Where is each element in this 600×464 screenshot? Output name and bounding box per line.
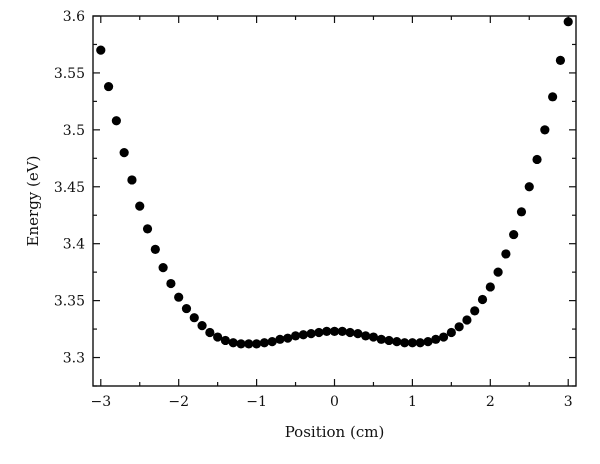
data-point [392,337,402,347]
data-point [236,339,246,349]
data-point [532,154,542,165]
y-tick-label: 3.6 [63,9,85,25]
data-point [298,330,308,340]
data-point [220,335,231,346]
data-point [283,333,293,343]
x-axis-title: Position (cm) [285,423,385,441]
data-point [142,224,153,234]
data-point [361,331,371,341]
y-tick-label: 3.3 [63,351,85,367]
data-point [431,334,441,344]
data-point [127,175,137,185]
data-point [119,148,129,158]
data-point [438,332,449,342]
data-point [376,334,386,344]
data-point [251,339,262,349]
data-point [415,338,425,348]
x-tick-label: −3 [90,394,111,410]
data-point [493,267,503,277]
ticks-group: −3 −2 −1 0 1 2 3 3.3 3.35 3.4 3.45 3.5 3.55 3.6 [54,9,576,410]
data-point [368,332,379,342]
data-point [516,207,527,217]
data-point [290,331,301,341]
data-point [329,326,340,336]
data-point [462,315,472,325]
data-point [189,313,199,323]
data-point [423,337,433,347]
data-point [407,338,418,348]
data-point [384,335,394,346]
data-point [150,244,160,254]
x-tick-label: 2 [486,394,495,410]
data-point [524,182,534,192]
data-point [96,45,106,55]
data-point [314,327,324,338]
data-point [540,125,550,135]
data-point [197,321,207,331]
data-point [306,329,316,339]
x-tick-label: 1 [408,394,417,410]
y-tick-label: 3.4 [63,237,85,253]
data-point [244,339,254,349]
data-point [213,332,223,342]
data-point [454,322,464,332]
data-point [509,229,519,240]
data-point [477,294,488,305]
data-point [181,303,192,314]
data-point [158,263,168,273]
data-point [259,338,269,348]
x-tick-label: 0 [330,394,339,410]
data-point [337,326,347,336]
data-point [322,326,332,336]
data-point [563,17,573,27]
data-point [135,201,145,211]
data-point [353,329,363,339]
data-point [228,338,238,348]
x-tick-label: −1 [246,394,267,410]
x-tick-label: −2 [168,394,189,410]
y-tick-label: 3.5 [63,123,85,139]
data-point [275,334,285,344]
data-point [555,55,566,65]
data-point [400,338,410,348]
data-point [103,81,114,92]
y-axis-title: Energy (eV) [24,156,42,247]
data-point [470,306,480,316]
data-point [205,327,215,338]
data-point [548,92,558,102]
data-point [111,116,121,126]
y-tick-label: 3.35 [54,294,85,310]
data-point [174,292,184,302]
data-point [446,327,456,338]
data-point [345,327,355,338]
data-point [166,278,176,289]
x-tick-label: 3 [564,394,573,410]
y-tick-label: 3.55 [54,66,85,82]
data-point [267,337,277,347]
data-point [501,249,511,259]
y-tick-label: 3.45 [54,180,85,196]
data-point [485,282,495,292]
data-points [96,17,573,349]
